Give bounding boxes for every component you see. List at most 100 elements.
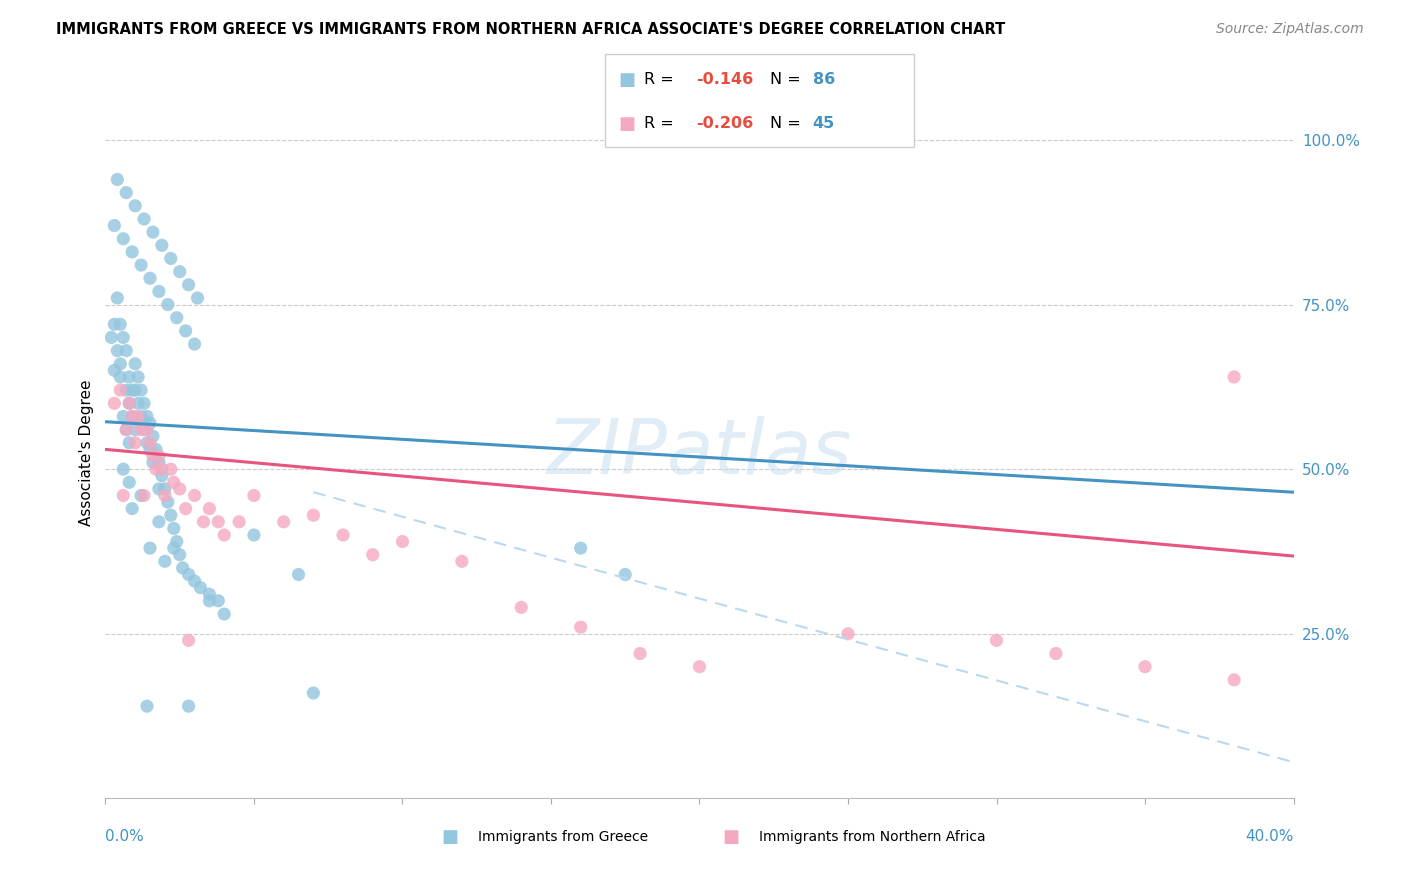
Point: [183, 574, 205, 588]
Point: [103, 219, 125, 233]
Point: [142, 456, 165, 470]
Point: [136, 435, 159, 450]
Point: [118, 396, 141, 410]
Point: [214, 607, 236, 621]
Point: [124, 435, 146, 450]
Point: [132, 423, 155, 437]
Point: [136, 409, 159, 424]
Point: [153, 482, 176, 496]
Point: [148, 285, 170, 299]
Point: [174, 501, 197, 516]
Point: [243, 488, 266, 502]
Point: [110, 383, 132, 397]
Point: [124, 423, 146, 437]
Point: [156, 297, 179, 311]
Text: R =: R =: [644, 116, 679, 131]
Point: [273, 515, 295, 529]
Point: [127, 409, 149, 424]
Point: [228, 515, 250, 529]
Point: [510, 600, 533, 615]
Point: [129, 488, 152, 502]
Point: [243, 528, 266, 542]
Text: 45: 45: [813, 116, 835, 131]
Point: [118, 370, 141, 384]
Point: [121, 244, 143, 259]
Point: [177, 567, 200, 582]
Point: [450, 554, 472, 568]
Point: [163, 521, 186, 535]
Point: [112, 232, 135, 246]
Text: 40.0%: 40.0%: [1246, 830, 1294, 844]
Point: [198, 594, 221, 608]
Point: [142, 449, 165, 463]
Point: [110, 370, 132, 384]
Point: [166, 534, 188, 549]
Point: [153, 554, 176, 568]
Point: [163, 475, 186, 490]
Point: [129, 258, 152, 272]
Text: Immigrants from Greece: Immigrants from Greece: [478, 830, 648, 844]
Point: [124, 199, 146, 213]
Point: [100, 330, 122, 344]
Point: [166, 310, 188, 325]
Point: [142, 225, 165, 239]
Point: [391, 534, 413, 549]
Point: [287, 567, 309, 582]
Point: [110, 357, 132, 371]
Point: [139, 435, 162, 450]
Point: [1223, 673, 1246, 687]
Point: [183, 337, 205, 351]
Text: -0.206: -0.206: [696, 116, 754, 131]
Point: [112, 488, 135, 502]
Point: [172, 561, 194, 575]
Text: ■: ■: [441, 828, 458, 846]
Text: ZIPatlas: ZIPatlas: [547, 416, 852, 490]
Text: N =: N =: [770, 116, 807, 131]
Point: [103, 396, 125, 410]
Text: ■: ■: [619, 115, 636, 133]
Text: 0.0%: 0.0%: [105, 830, 145, 844]
Point: [186, 291, 208, 305]
Point: [139, 271, 162, 285]
Point: [177, 633, 200, 648]
Text: ■: ■: [723, 828, 740, 846]
Text: IMMIGRANTS FROM GREECE VS IMMIGRANTS FROM NORTHERN AFRICA ASSOCIATE'S DEGREE COR: IMMIGRANTS FROM GREECE VS IMMIGRANTS FRO…: [56, 22, 1005, 37]
Point: [569, 541, 592, 556]
Point: [569, 620, 592, 634]
Point: [332, 528, 354, 542]
Point: [150, 468, 173, 483]
Point: [190, 581, 212, 595]
Point: [193, 515, 215, 529]
Point: [198, 587, 221, 601]
Point: [361, 548, 384, 562]
Point: [121, 409, 143, 424]
Point: [129, 409, 152, 424]
Point: [1045, 647, 1067, 661]
Point: [105, 291, 128, 305]
Point: [112, 462, 135, 476]
Point: [132, 396, 155, 410]
Point: [127, 370, 149, 384]
Point: [115, 383, 138, 397]
Point: [136, 699, 159, 714]
Point: [142, 429, 165, 443]
Text: ■: ■: [619, 70, 636, 88]
Point: [115, 423, 138, 437]
Point: [118, 396, 141, 410]
Point: [139, 442, 162, 457]
Text: N =: N =: [770, 72, 807, 87]
Point: [112, 330, 135, 344]
Y-axis label: Associate's Degree: Associate's Degree: [79, 379, 94, 526]
Text: -0.146: -0.146: [696, 72, 754, 87]
Point: [103, 318, 125, 332]
Text: Immigrants from Northern Africa: Immigrants from Northern Africa: [759, 830, 986, 844]
Point: [207, 594, 229, 608]
Point: [124, 357, 146, 371]
Point: [169, 265, 191, 279]
Point: [159, 462, 181, 476]
Point: [105, 343, 128, 358]
Point: [986, 633, 1008, 648]
Point: [148, 456, 170, 470]
Point: [136, 423, 159, 437]
Point: [121, 501, 143, 516]
